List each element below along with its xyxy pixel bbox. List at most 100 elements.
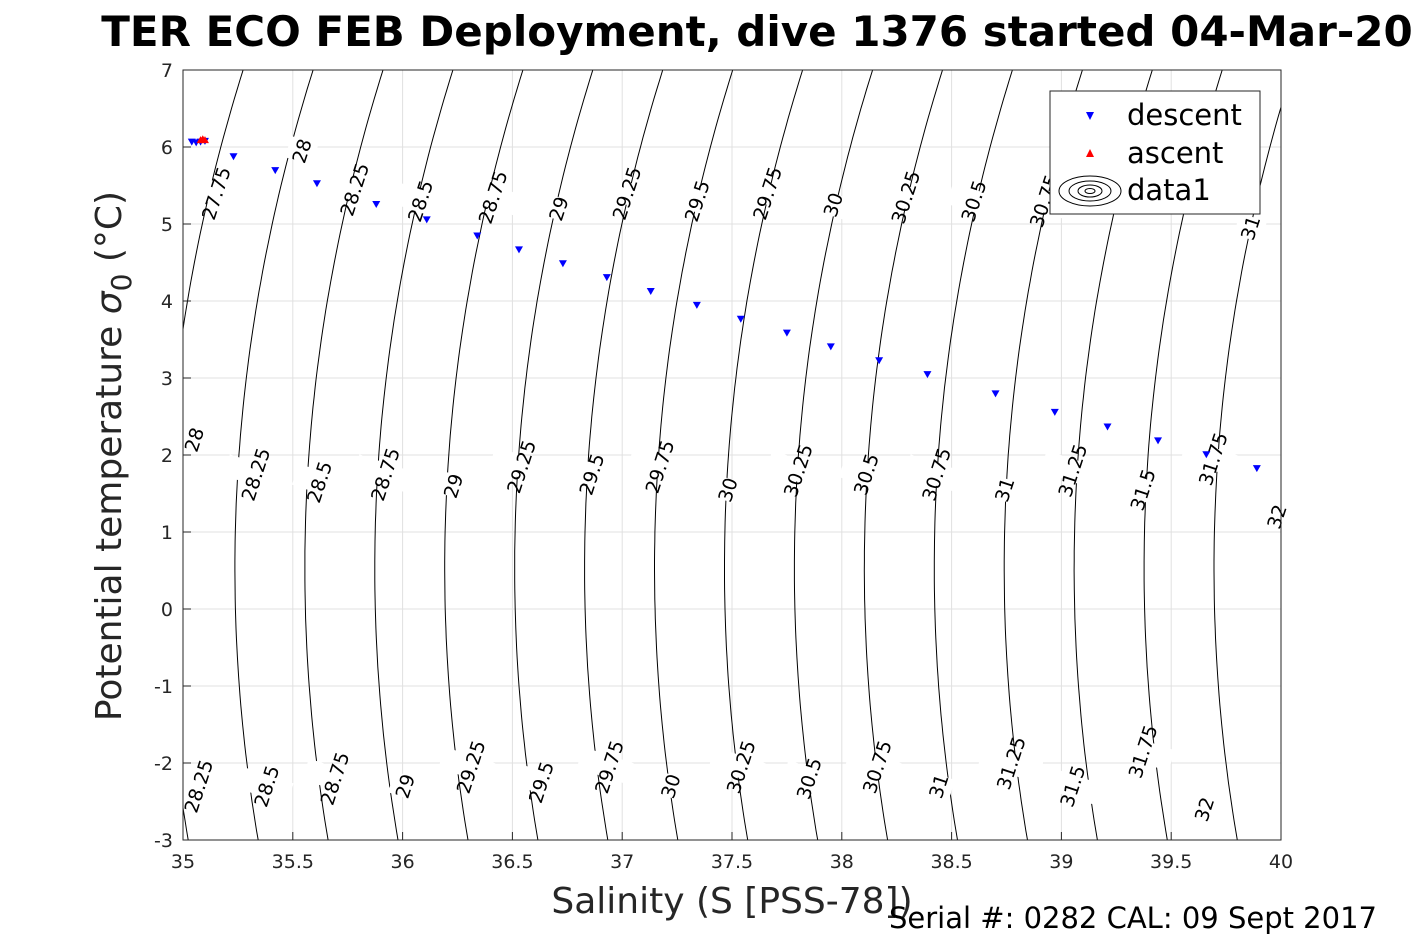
y-tick-label: 0: [161, 599, 173, 621]
y-tick-label: 2: [161, 445, 173, 467]
x-tick-label: 37.5: [711, 851, 753, 873]
x-tick-label: 38: [830, 851, 854, 873]
contour-label-background: [388, 771, 422, 801]
x-tick-label: 35.5: [272, 851, 314, 873]
x-tick-label: 37: [610, 851, 634, 873]
legend-descent-marker: [1086, 112, 1094, 120]
contour-label-background: [1115, 471, 1170, 508]
contour-label-background: [1259, 501, 1294, 532]
contour-label-background: [177, 424, 211, 455]
y-axis-label: Potential temperature σ0 (°C): [89, 191, 138, 721]
contour-label-background: [838, 456, 894, 493]
descent-point: [875, 357, 884, 365]
descent-point: [782, 329, 791, 337]
descent-point: [372, 200, 381, 208]
ascent-point: [200, 136, 209, 144]
descent-point: [558, 260, 567, 268]
contour-label-background: [183, 173, 249, 214]
x-axis-label: Salinity (S [PSS-78]): [551, 881, 912, 922]
descent-point: [991, 390, 1000, 398]
contour-label-background: [1233, 213, 1267, 243]
contour-label-background: [627, 446, 692, 487]
contour-label-background: [436, 471, 470, 501]
contour-label-background: [513, 764, 569, 801]
descent-point: [1103, 423, 1112, 431]
y-tick-label: 5: [161, 214, 173, 236]
contour-label-background: [816, 189, 850, 220]
descent-point: [1202, 451, 1211, 459]
x-tick-label: 40: [1269, 851, 1293, 873]
descent-point: [312, 180, 321, 188]
contour-label-background: [710, 474, 745, 505]
legend-ascent-marker: [1086, 149, 1094, 157]
y-tick-label: -1: [154, 676, 173, 698]
contour-label-background: [921, 771, 956, 801]
y-tick-label: -2: [154, 753, 173, 775]
contour-label-background: [1187, 794, 1221, 824]
serial-cal-footer: Serial #: 0282 CAL: 09 Sept 2017: [889, 901, 1377, 935]
x-tick-label: 35: [171, 851, 195, 873]
x-tick-label: 36.5: [491, 851, 533, 873]
contour-label-background: [873, 177, 938, 217]
contour-label-background: [302, 758, 367, 799]
contour-label-background: [734, 173, 800, 214]
x-tick-label: 39.5: [1150, 851, 1192, 873]
contour-label-background: [781, 760, 837, 797]
descent-point: [923, 371, 932, 379]
contour-label-background: [946, 182, 1001, 220]
descent-point: [1050, 408, 1059, 416]
x-tick-label: 38.5: [930, 851, 972, 873]
contour-label-background: [321, 169, 387, 210]
descent-point: [602, 274, 611, 282]
contour-label-background: [165, 766, 231, 806]
data-points: [187, 135, 1261, 473]
legend-contour-icon: [1058, 175, 1122, 207]
contour-label-background: [765, 450, 831, 491]
y-tick-label: 1: [161, 522, 173, 544]
contour-label-background: [978, 743, 1044, 783]
contour-label-background: [1039, 450, 1105, 491]
contour-label-background: [488, 446, 554, 487]
contour-label-background: [541, 193, 576, 224]
x-tick-label: 39: [1049, 851, 1073, 873]
contour-label-background: [844, 746, 910, 787]
descent-point: [473, 232, 482, 240]
descent-point: [422, 216, 431, 224]
x-tick-label: 36: [391, 851, 415, 873]
contour-label-background: [987, 474, 1022, 505]
legend-descent-label: descent: [1127, 98, 1242, 132]
contour-label-background: [1045, 767, 1100, 805]
y-tick-label: 4: [161, 291, 173, 313]
descent-point: [646, 287, 655, 295]
legend-data1-label: data1: [1127, 173, 1211, 207]
contour-label-background: [291, 463, 347, 501]
y-tick-label: 3: [161, 368, 173, 390]
contour-label-background: [669, 182, 725, 220]
y-axis-label-subscript: 0: [105, 274, 138, 292]
y-axis-label-unit: (°C): [89, 191, 130, 274]
legend-box: [1049, 90, 1261, 215]
y-axis-ticks: -3 -2 -1 0 1 2 3 4 5 6 7: [154, 60, 191, 852]
contour-label-background: [1180, 438, 1246, 479]
descent-point: [271, 167, 280, 175]
contour-label-background: [223, 454, 288, 495]
x-axis-ticks: 35 35.5 36 36.5 37 37.5 38 38.5 39 39.5 40: [171, 832, 1293, 873]
legend: descent ascent data1: [1049, 90, 1261, 215]
contour-label-background: [1110, 731, 1176, 772]
y-tick-label: -3: [154, 830, 173, 852]
contour-label-background: [438, 746, 504, 787]
descent-point: [692, 301, 701, 309]
descent-point: [1252, 465, 1261, 473]
contour-label-background: [392, 182, 448, 220]
contour-label-background: [576, 746, 642, 787]
contour-label-background: [284, 136, 319, 166]
contour-label-background: [903, 454, 969, 495]
contour-label-background: [653, 771, 688, 801]
contour-label-background: [594, 173, 659, 214]
descent-point: [514, 246, 523, 254]
legend-ascent-label: ascent: [1127, 136, 1223, 170]
y-axis-label-main: Potential temperature: [89, 314, 130, 721]
chart-title: TER ECO FEB Deployment, dive 1376 starte…: [101, 7, 1412, 56]
